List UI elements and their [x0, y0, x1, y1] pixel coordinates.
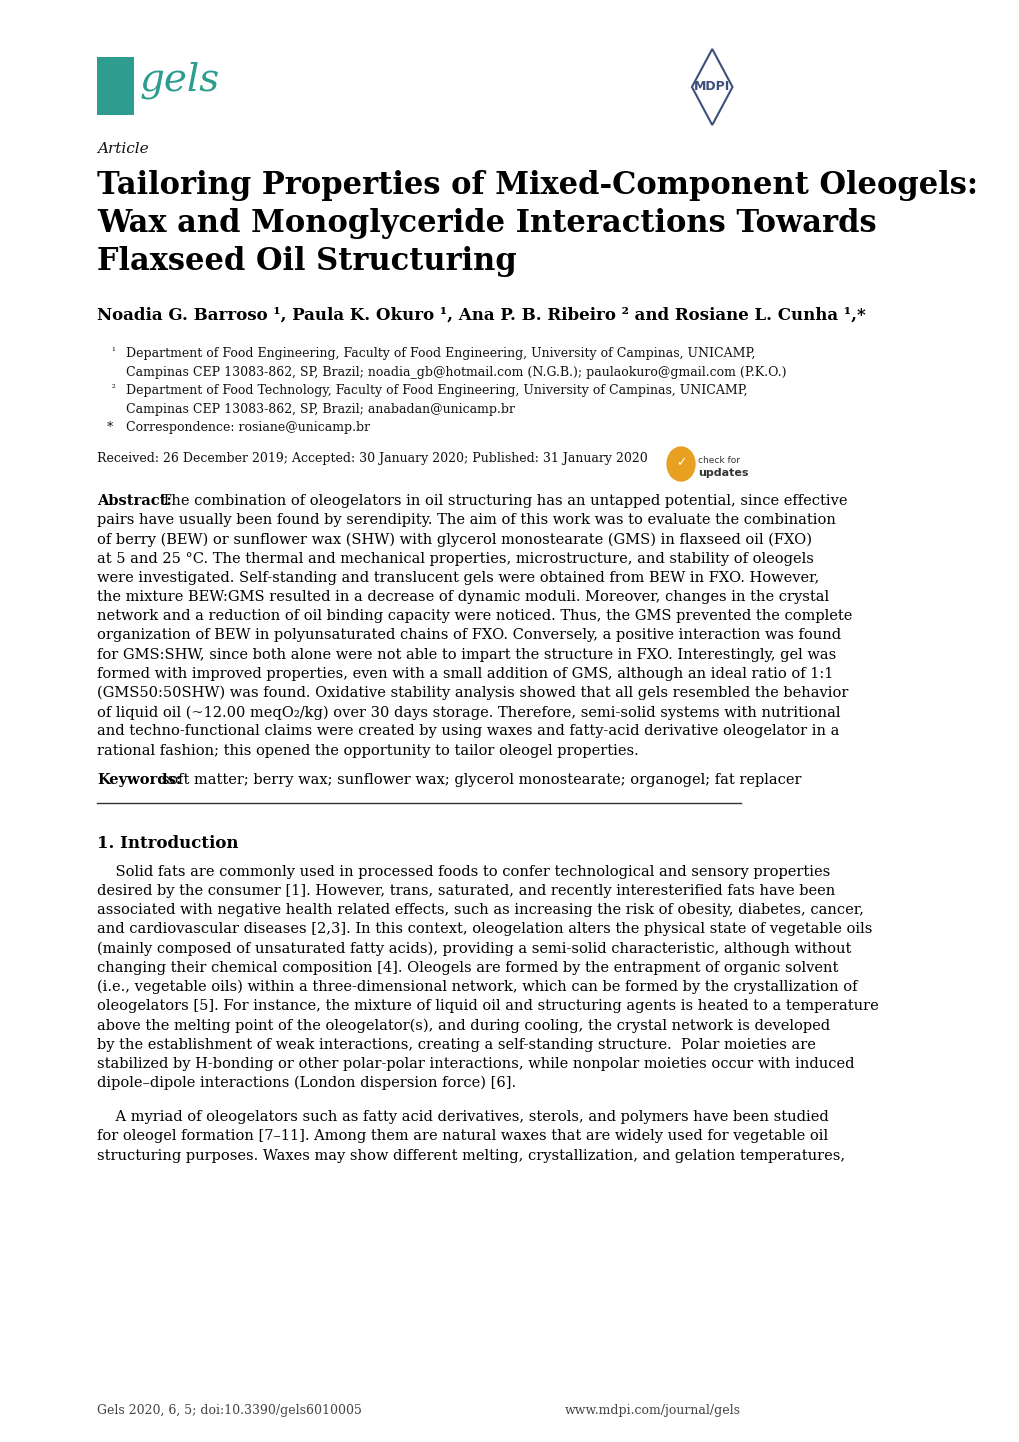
- Text: pairs have usually been found by serendipity. The aim of this work was to evalua: pairs have usually been found by serendi…: [97, 513, 835, 528]
- Text: www.mdpi.com/journal/gels: www.mdpi.com/journal/gels: [565, 1405, 740, 1417]
- Text: (GMS50:50SHW) was found. Oxidative stability analysis showed that all gels resem: (GMS50:50SHW) was found. Oxidative stabi…: [97, 686, 848, 701]
- Text: A myriad of oleogelators such as fatty acid derivatives, sterols, and polymers h: A myriad of oleogelators such as fatty a…: [97, 1110, 827, 1125]
- Text: Department of Food Technology, Faculty of Food Engineering, University of Campin: Department of Food Technology, Faculty o…: [125, 384, 747, 397]
- Text: 1. Introduction: 1. Introduction: [97, 835, 238, 852]
- Text: Article: Article: [97, 141, 149, 156]
- Text: rational fashion; this opened the opportunity to tailor oleogel properties.: rational fashion; this opened the opport…: [97, 744, 638, 757]
- Text: check for: check for: [698, 456, 740, 464]
- Text: above the melting point of the oleogelator(s), and during cooling, the crystal n: above the melting point of the oleogelat…: [97, 1018, 829, 1032]
- Text: *: *: [107, 421, 113, 434]
- Text: ²: ²: [112, 384, 115, 394]
- Text: by the establishment of weak interactions, creating a self-standing structure.  : by the establishment of weak interaction…: [97, 1038, 815, 1051]
- Text: Noadia G. Barroso ¹, Paula K. Okuro ¹, Ana P. B. Ribeiro ² and Rosiane L. Cunha : Noadia G. Barroso ¹, Paula K. Okuro ¹, A…: [97, 307, 865, 324]
- Text: network and a reduction of oil binding capacity were noticed. Thus, the GMS prev: network and a reduction of oil binding c…: [97, 609, 852, 623]
- Circle shape: [666, 447, 694, 482]
- Text: associated with negative health related effects, such as increasing the risk of : associated with negative health related …: [97, 903, 863, 917]
- Text: Received: 26 December 2019; Accepted: 30 January 2020; Published: 31 January 202: Received: 26 December 2019; Accepted: 30…: [97, 451, 647, 464]
- Text: Abstract:: Abstract:: [97, 495, 171, 508]
- Text: Solid fats are commonly used in processed foods to confer technological and sens: Solid fats are commonly used in processe…: [97, 865, 829, 878]
- Text: updates: updates: [698, 469, 748, 477]
- Text: The combination of oleogelators in oil structuring has an untapped potential, si: The combination of oleogelators in oil s…: [157, 495, 847, 508]
- Text: at 5 and 25 °C. The thermal and mechanical properties, microstructure, and stabi: at 5 and 25 °C. The thermal and mechanic…: [97, 552, 813, 565]
- Text: MDPI: MDPI: [694, 81, 730, 94]
- Text: the mixture BEW:GMS resulted in a decrease of dynamic moduli. Moreover, changes : the mixture BEW:GMS resulted in a decrea…: [97, 590, 828, 604]
- Text: desired by the consumer [1]. However, trans, saturated, and recently interesteri: desired by the consumer [1]. However, tr…: [97, 884, 835, 898]
- Text: and cardiovascular diseases [2,3]. In this context, oleogelation alters the phys: and cardiovascular diseases [2,3]. In th…: [97, 923, 871, 936]
- Text: organization of BEW in polyunsaturated chains of FXO. Conversely, a positive int: organization of BEW in polyunsaturated c…: [97, 629, 841, 642]
- Text: ✓: ✓: [676, 457, 686, 470]
- Text: changing their chemical composition [4]. Oleogels are formed by the entrapment o: changing their chemical composition [4].…: [97, 960, 838, 975]
- Text: Correspondence: rosiane@unicamp.br: Correspondence: rosiane@unicamp.br: [125, 421, 370, 434]
- Text: Flaxseed Oil Structuring: Flaxseed Oil Structuring: [97, 247, 517, 277]
- Text: oleogelators [5]. For instance, the mixture of liquid oil and structuring agents: oleogelators [5]. For instance, the mixt…: [97, 999, 877, 1014]
- FancyBboxPatch shape: [97, 58, 133, 115]
- Text: ¹: ¹: [112, 348, 115, 356]
- Text: formed with improved properties, even with a small addition of GMS, although an : formed with improved properties, even wi…: [97, 666, 833, 681]
- Text: and techno-functional claims were created by using waxes and fatty-acid derivati: and techno-functional claims were create…: [97, 724, 839, 738]
- Text: Tailoring Properties of Mixed-Component Oleogels:: Tailoring Properties of Mixed-Component …: [97, 170, 977, 200]
- Text: Gels 2020, 6, 5; doi:10.3390/gels6010005: Gels 2020, 6, 5; doi:10.3390/gels6010005: [97, 1405, 362, 1417]
- Text: soft matter; berry wax; sunflower wax; glycerol monostearate; organogel; fat rep: soft matter; berry wax; sunflower wax; g…: [157, 773, 801, 787]
- Text: of berry (BEW) or sunflower wax (SHW) with glycerol monostearate (GMS) in flaxse: of berry (BEW) or sunflower wax (SHW) wi…: [97, 532, 811, 547]
- Text: Campinas CEP 13083-862, SP, Brazil; anabadan@unicamp.br: Campinas CEP 13083-862, SP, Brazil; anab…: [125, 402, 515, 415]
- Text: dipole–dipole interactions (London dispersion force) [6].: dipole–dipole interactions (London dispe…: [97, 1076, 516, 1090]
- Text: structuring purposes. Waxes may show different melting, crystallization, and gel: structuring purposes. Waxes may show dif…: [97, 1149, 844, 1162]
- Text: stabilized by H-bonding or other polar-polar interactions, while nonpolar moieti: stabilized by H-bonding or other polar-p…: [97, 1057, 854, 1071]
- Text: Wax and Monoglyceride Interactions Towards: Wax and Monoglyceride Interactions Towar…: [97, 208, 875, 239]
- Text: Campinas CEP 13083-862, SP, Brazil; noadia_gb@hotmail.com (N.G.B.); paulaokuro@g: Campinas CEP 13083-862, SP, Brazil; noad…: [125, 365, 786, 378]
- Text: Keywords:: Keywords:: [97, 773, 181, 787]
- Text: (i.e., vegetable oils) within a three-dimensional network, which can be formed b: (i.e., vegetable oils) within a three-di…: [97, 981, 857, 995]
- Text: of liquid oil (~12.00 meqO₂/kg) over 30 days storage. Therefore, semi-solid syst: of liquid oil (~12.00 meqO₂/kg) over 30 …: [97, 705, 840, 720]
- Text: (mainly composed of unsaturated fatty acids), providing a semi-solid characteris: (mainly composed of unsaturated fatty ac…: [97, 942, 851, 956]
- Text: for oleogel formation [7–11]. Among them are natural waxes that are widely used : for oleogel formation [7–11]. Among them…: [97, 1129, 827, 1144]
- Text: gels: gels: [140, 61, 220, 98]
- Text: for GMS:SHW, since both alone were not able to impart the structure in FXO. Inte: for GMS:SHW, since both alone were not a…: [97, 647, 836, 662]
- Text: were investigated. Self-standing and translucent gels were obtained from BEW in : were investigated. Self-standing and tra…: [97, 571, 818, 585]
- Text: Department of Food Engineering, Faculty of Food Engineering, University of Campi: Department of Food Engineering, Faculty …: [125, 348, 754, 360]
